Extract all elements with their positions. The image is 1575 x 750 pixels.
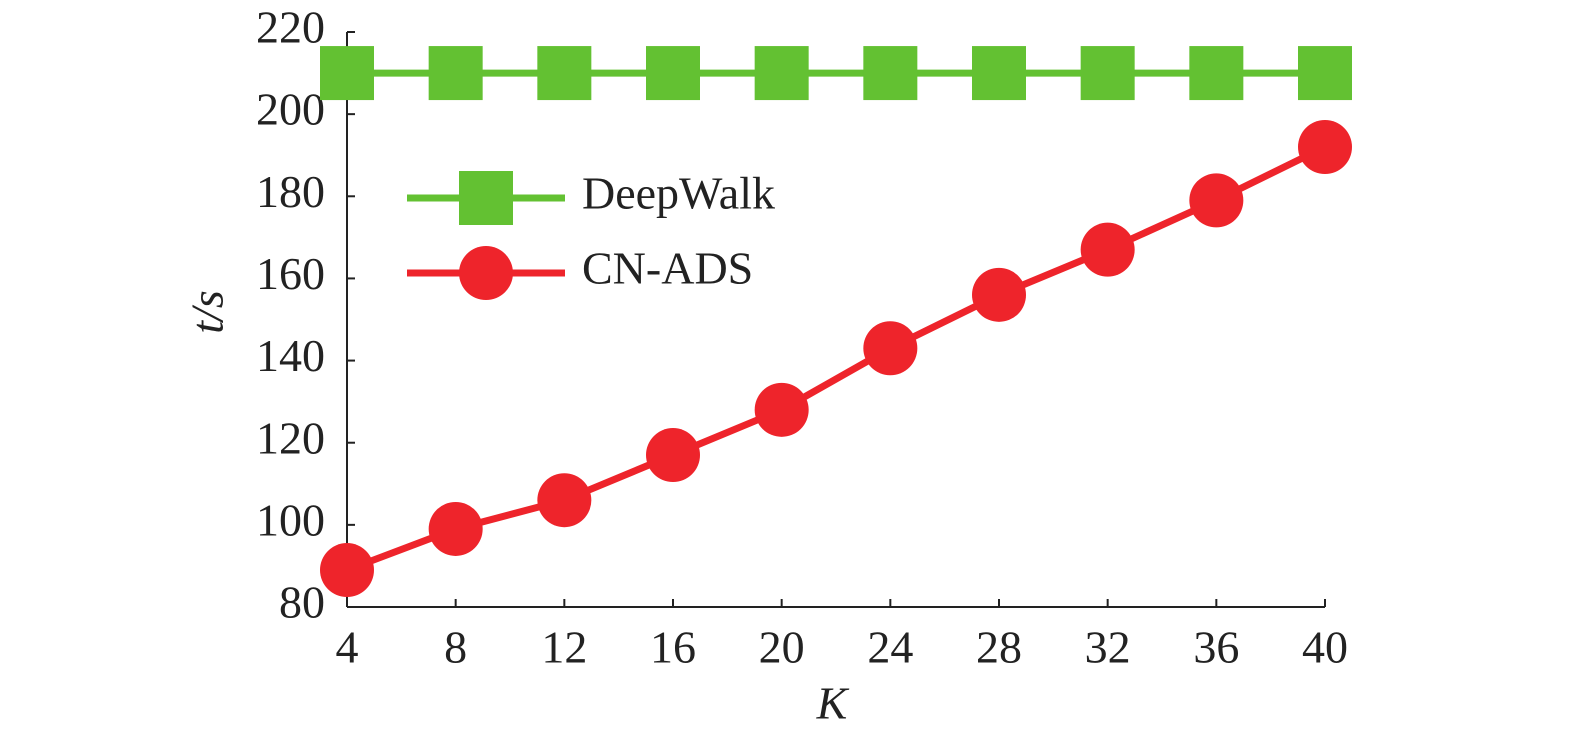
marker	[863, 46, 918, 101]
marker	[320, 543, 374, 598]
y-tick-label: 120	[256, 412, 325, 463]
legend-label: DeepWalk	[582, 168, 775, 219]
marker	[537, 46, 592, 101]
marker	[1298, 46, 1352, 101]
marker	[1080, 222, 1135, 277]
x-tick-label: 32	[1085, 622, 1131, 673]
marker	[428, 46, 483, 101]
series-line	[345, 143, 1327, 574]
legend-marker	[459, 246, 513, 300]
legend-label: CN-ADS	[582, 243, 753, 294]
marker	[1080, 46, 1135, 101]
y-tick-label: 100	[256, 494, 325, 545]
marker	[646, 46, 700, 101]
y-tick-label: 140	[256, 330, 325, 381]
marker	[428, 501, 483, 556]
x-tick-label: 4	[336, 622, 359, 673]
x-tick-label: 40	[1302, 622, 1348, 673]
marker	[972, 267, 1026, 322]
x-axis-label: K	[816, 678, 850, 729]
y-tick-label: 220	[256, 2, 325, 53]
y-axis-label: t/s	[182, 290, 233, 333]
x-tick-label: 12	[541, 622, 587, 673]
x-tick-label: 8	[444, 622, 467, 673]
x-tick-label: 16	[650, 622, 696, 673]
y-tick-label: 160	[256, 248, 325, 299]
marker	[1189, 173, 1244, 228]
marker	[1298, 120, 1352, 174]
y-tick-label: 180	[256, 166, 325, 217]
x-tick-label: 28	[976, 622, 1022, 673]
marker	[754, 46, 809, 101]
x-tick-label: 24	[867, 622, 913, 673]
x-tick-label: 20	[759, 622, 805, 673]
marker	[646, 428, 700, 483]
x-tick-label: 36	[1193, 622, 1239, 673]
marker	[537, 473, 592, 528]
y-tick-label: 200	[256, 84, 325, 135]
legend-marker	[459, 171, 513, 225]
marker	[320, 46, 374, 101]
marker	[1189, 46, 1244, 101]
marker	[863, 321, 918, 376]
marker	[972, 46, 1026, 101]
marker	[754, 382, 809, 437]
y-tick-label: 80	[279, 577, 325, 628]
